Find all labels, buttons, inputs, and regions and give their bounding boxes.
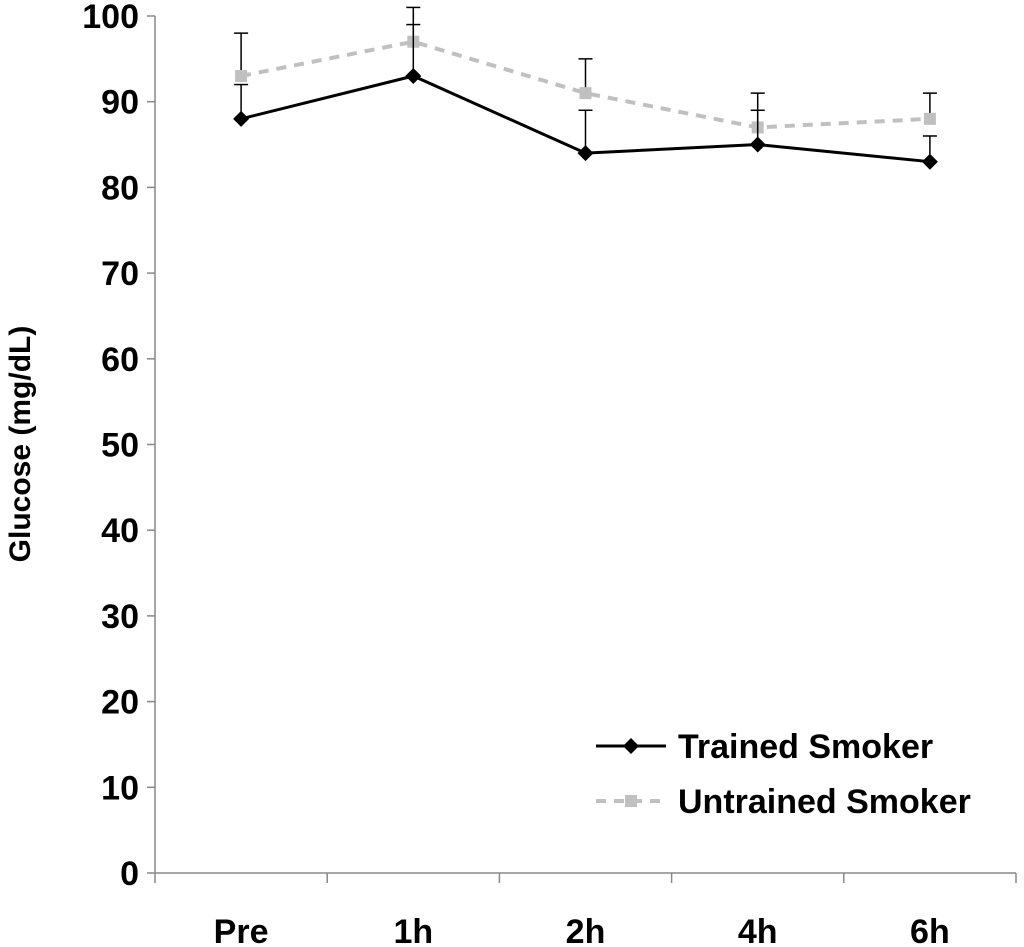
y-tick-label: 100 xyxy=(82,0,139,36)
y-tick-label: 0 xyxy=(120,855,139,893)
data-point xyxy=(923,112,936,125)
data-point xyxy=(577,145,594,162)
data-point xyxy=(749,136,766,153)
series-0 xyxy=(233,23,938,170)
legend-label: Untrained Smoker xyxy=(678,783,971,821)
y-tick-label: 70 xyxy=(101,255,139,293)
legend-entry-1: Untrained Smoker xyxy=(596,783,971,821)
y-tick-label: 80 xyxy=(101,169,139,207)
data-point xyxy=(235,69,248,82)
legend: Trained Smoker Untrained Smoker xyxy=(596,728,971,821)
y-tick-label: 90 xyxy=(101,84,139,122)
x-tick-label: Pre xyxy=(214,913,269,947)
y-tick-label: 60 xyxy=(101,341,139,379)
legend-marker xyxy=(623,738,639,754)
legend-label: Trained Smoker xyxy=(678,728,933,766)
legend-marker xyxy=(625,795,637,807)
y-tick-label: 10 xyxy=(101,769,139,807)
y-tick-label: 20 xyxy=(101,684,139,722)
series-layer xyxy=(233,6,938,170)
data-point xyxy=(233,110,250,127)
y-axis-title: Glucose (mg/dL) xyxy=(4,326,37,563)
x-tick-label: 4h xyxy=(738,913,778,947)
x-tick-label: 1h xyxy=(393,913,433,947)
series-line xyxy=(240,39,930,130)
x-tick-label: 2h xyxy=(566,913,606,947)
data-point xyxy=(921,153,938,170)
legend-entry-0: Trained Smoker xyxy=(596,728,933,766)
axes: 0 10 20 30 40 50 60 70 80 90 100 Pre 1h 2h 4h 6h xyxy=(82,0,1017,947)
data-point xyxy=(405,67,422,84)
y-tick-label: 40 xyxy=(101,512,139,550)
y-tick-label: 50 xyxy=(101,427,139,465)
x-tick-label: 6h xyxy=(910,913,950,947)
data-point xyxy=(579,87,592,100)
y-tick-label: 30 xyxy=(101,598,139,636)
